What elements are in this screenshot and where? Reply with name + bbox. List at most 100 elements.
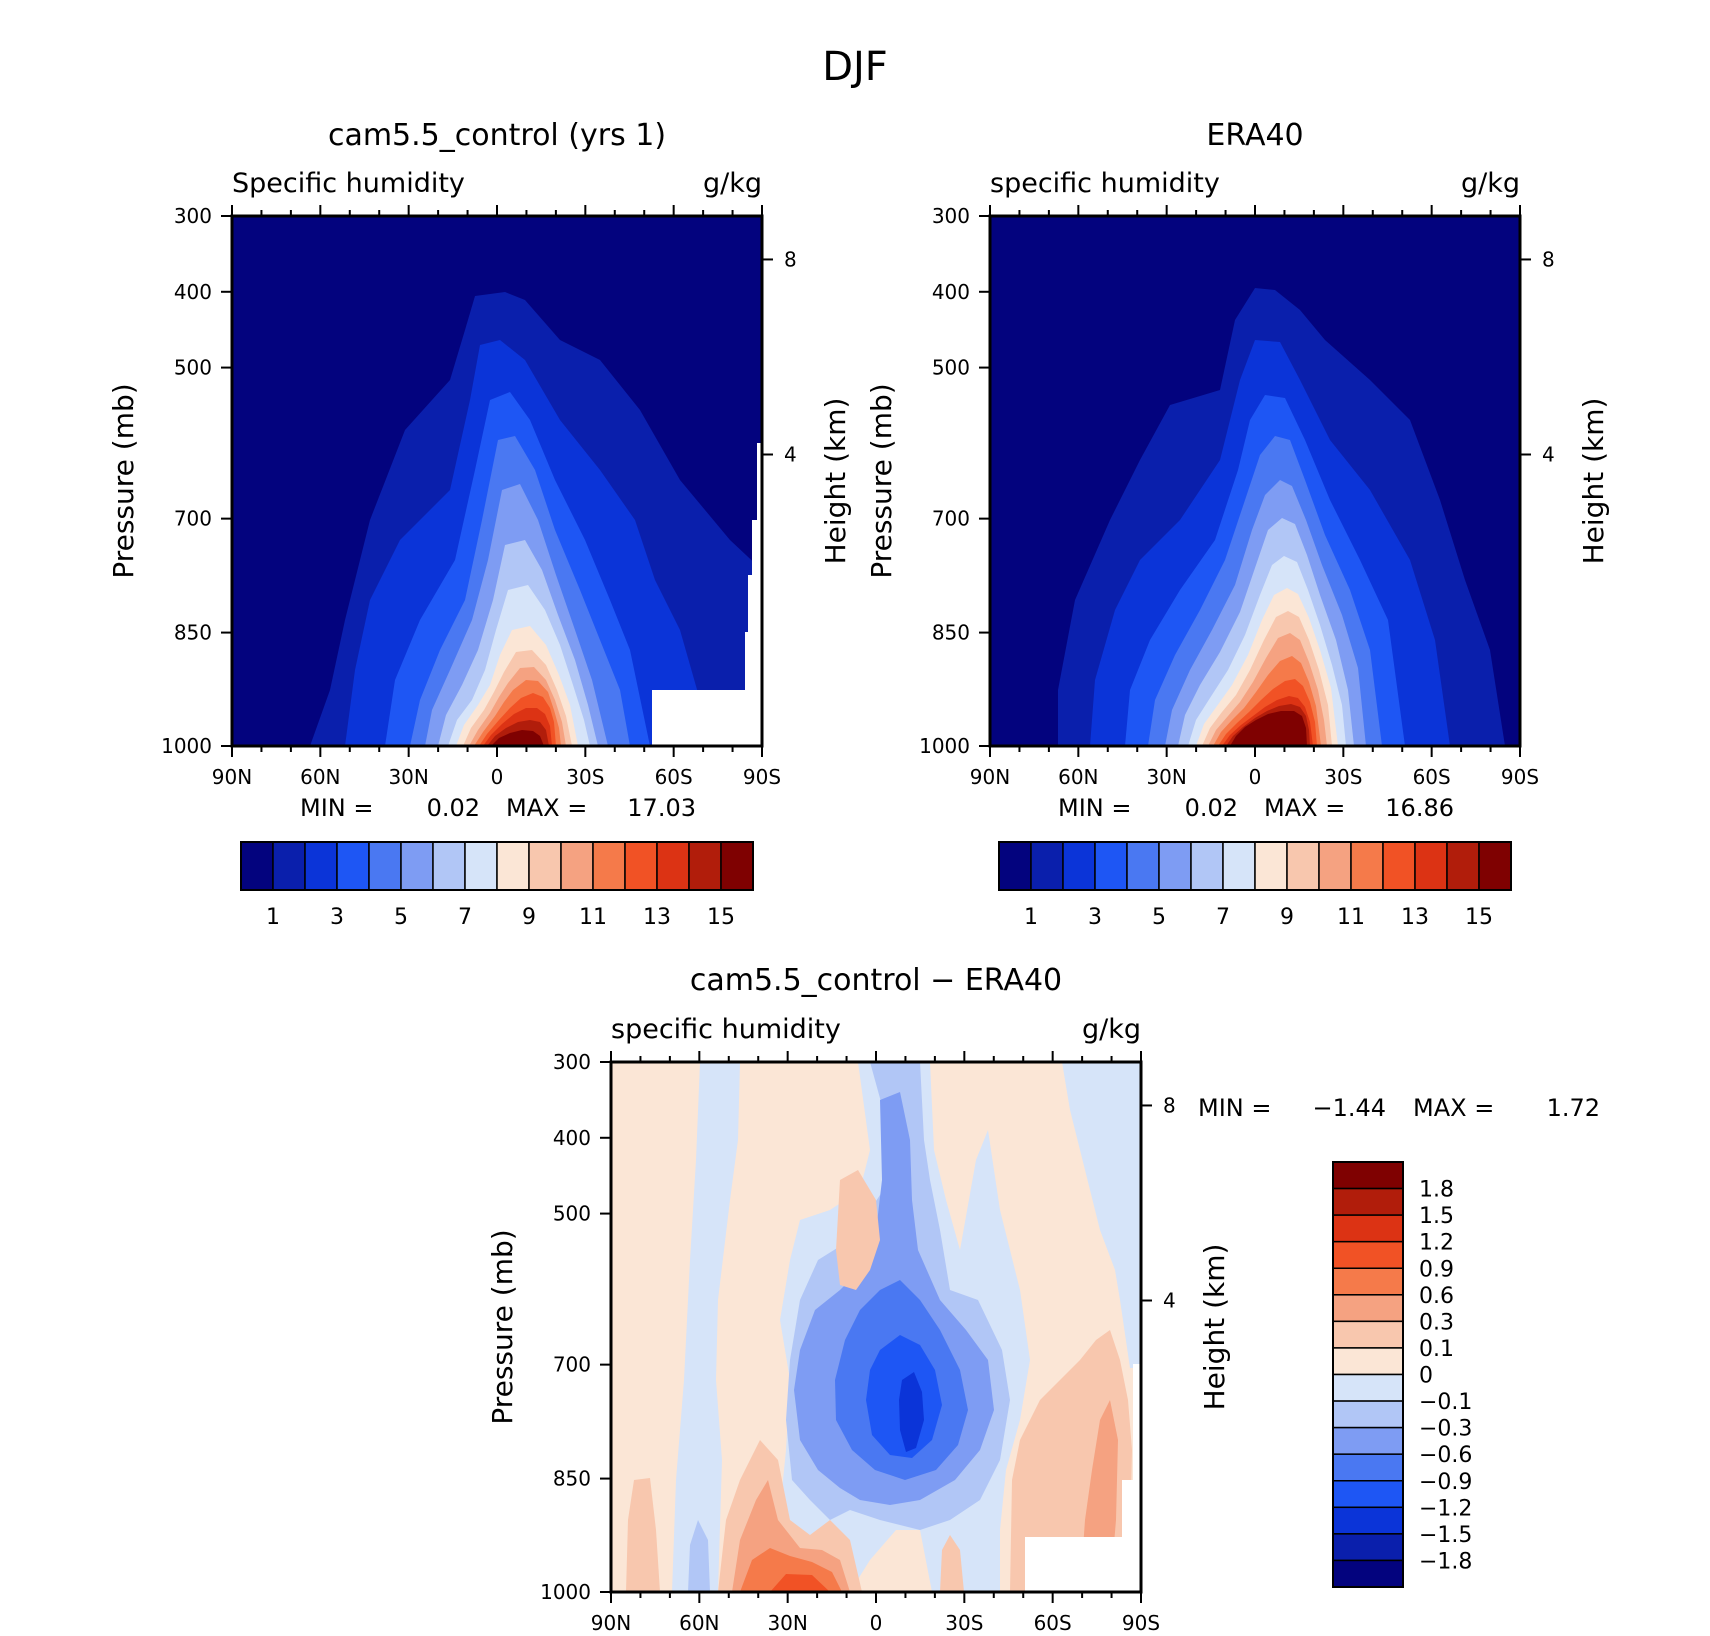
colorbar-swatch: [528, 841, 562, 891]
y-tick-label: 300: [932, 204, 970, 228]
colorbar-label: 0.3: [1419, 1310, 1454, 1335]
contour-fill: [611, 1062, 1141, 1592]
colorbar-swatch: [592, 841, 626, 891]
colorbar-swatch: [1332, 1214, 1404, 1243]
panel-title: ERA40: [1206, 118, 1303, 153]
y-right-tick-label: 4: [784, 443, 797, 467]
y-tick-label: 300: [174, 204, 212, 228]
colorbar-swatch: [1350, 841, 1384, 891]
x-tick-label: 0: [870, 1611, 883, 1635]
colorbar-label: 1: [266, 905, 280, 930]
contour-band: [626, 1478, 660, 1592]
colorbar-label: 1.8: [1419, 1178, 1454, 1203]
units-label: g/kg: [1461, 168, 1520, 199]
y-axis-label-right: Height (km): [1198, 1244, 1231, 1411]
colorbar-label: −1.5: [1419, 1523, 1472, 1548]
min-label: MIN =: [1058, 794, 1131, 822]
y-right-tick-label: 8: [784, 247, 797, 271]
colorbar-label: 3: [1088, 905, 1102, 930]
y-axis-label: Pressure (mb): [107, 383, 140, 578]
y-tick-label: 700: [553, 1353, 591, 1377]
x-tick-label: 0: [491, 765, 504, 789]
colorbar-label: 9: [1280, 905, 1294, 930]
y-tick-label: 500: [932, 356, 970, 380]
colorbar-swatch: [688, 841, 722, 891]
colorbar-label: 0: [1419, 1364, 1433, 1389]
x-tick-label: 30S: [945, 1611, 983, 1635]
axes: 90N 60N 30N 0 30S 60S 90S 300 400 500 700 850 1000 8 4: [161, 204, 797, 789]
min-label: MIN =: [300, 794, 373, 822]
x-tick-label: 90N: [970, 765, 1010, 789]
colorbar-swatch: [1414, 841, 1448, 891]
colorbar-swatch: [1382, 841, 1416, 891]
colorbar-swatch: [1332, 1187, 1404, 1216]
x-tick-label: 60S: [655, 765, 693, 789]
colorbar-swatch: [560, 841, 594, 891]
figure-title: DJF: [822, 44, 888, 90]
colorbar-label: 0.1: [1419, 1337, 1454, 1362]
colorbar-label: 1: [1024, 905, 1038, 930]
min-value: −1.44: [1312, 1094, 1386, 1122]
missing-data-region: [652, 443, 762, 746]
colorbar-swatch: [432, 841, 466, 891]
contour-band: [940, 1535, 964, 1592]
max-label: MAX =: [1413, 1094, 1494, 1122]
colorbar-label: 0.9: [1419, 1257, 1454, 1282]
colorbar-swatch: [1332, 1426, 1404, 1455]
y-tick-label: 400: [553, 1126, 591, 1150]
y-right-tick-label: 8: [1542, 247, 1555, 271]
contour-band: [899, 1372, 924, 1452]
colorbar-swatch: [336, 841, 370, 891]
x-tick-label: 0: [1249, 765, 1262, 789]
y-tick-label: 500: [174, 356, 212, 380]
colorbar-label: 0.6: [1419, 1284, 1454, 1309]
colorbar-label: 7: [1216, 905, 1230, 930]
colorbar-swatch: [1332, 1347, 1404, 1376]
x-tick-label: 90N: [212, 765, 252, 789]
max-value: 17.03: [627, 794, 696, 822]
max-label: MAX =: [1264, 794, 1345, 822]
colorbar-label: −0.3: [1419, 1417, 1472, 1442]
y-tick-label: 850: [932, 621, 970, 645]
colorbar: 1 3 5 7 9 11 13 15: [998, 841, 1512, 930]
contour-fill: [232, 216, 762, 746]
variable-label: Specific humidity: [232, 168, 465, 199]
colorbar-swatch: [464, 841, 498, 891]
colorbar-swatch: [1478, 841, 1512, 891]
colorbar-swatch: [1332, 1533, 1404, 1562]
x-tick-label: 30N: [767, 1611, 807, 1635]
y-right-tick-label: 8: [1163, 1093, 1176, 1117]
x-tick-label: 60N: [679, 1611, 719, 1635]
colorbar-swatch: [1254, 841, 1288, 891]
colorbar-label: 15: [707, 905, 735, 930]
colorbar-frame: [240, 841, 754, 891]
x-tick-label: 90S: [743, 765, 781, 789]
colorbar-label: 15: [1465, 905, 1493, 930]
colorbar-label: 1.2: [1419, 1231, 1454, 1256]
colorbar-label: 11: [1337, 905, 1365, 930]
x-tick-label: 90S: [1122, 1611, 1160, 1635]
panel-title: cam5.5_control − ERA40: [690, 963, 1062, 998]
max-value: 1.72: [1547, 1094, 1600, 1122]
units-label: g/kg: [1082, 1014, 1141, 1045]
colorbar-swatch: [1332, 1320, 1404, 1349]
x-tick-label: 90S: [1501, 765, 1539, 789]
y-tick-label: 850: [553, 1467, 591, 1491]
contour-band: [672, 1062, 740, 1592]
colorbar-label: −1.2: [1419, 1496, 1472, 1521]
colorbar-swatch: [1332, 1240, 1404, 1269]
x-tick-label: 30S: [1324, 765, 1362, 789]
y-tick-label: 1000: [161, 734, 212, 758]
colorbar-swatch: [304, 841, 338, 891]
colorbar-label: 5: [394, 905, 408, 930]
min-value: 0.02: [1185, 794, 1238, 822]
y-axis-label: Pressure (mb): [486, 1229, 519, 1424]
y-tick-label: 400: [174, 280, 212, 304]
colorbar-swatch: [368, 841, 402, 891]
colorbar-swatch: [1332, 1373, 1404, 1402]
units-label: g/kg: [703, 168, 762, 199]
colorbar-swatch: [1222, 841, 1256, 891]
axes: 90N 60N 30N 0 30S 60S 90S 300 400 500 700 850 1000 8 4: [919, 204, 1555, 789]
colorbar-swatch: [1318, 841, 1352, 891]
